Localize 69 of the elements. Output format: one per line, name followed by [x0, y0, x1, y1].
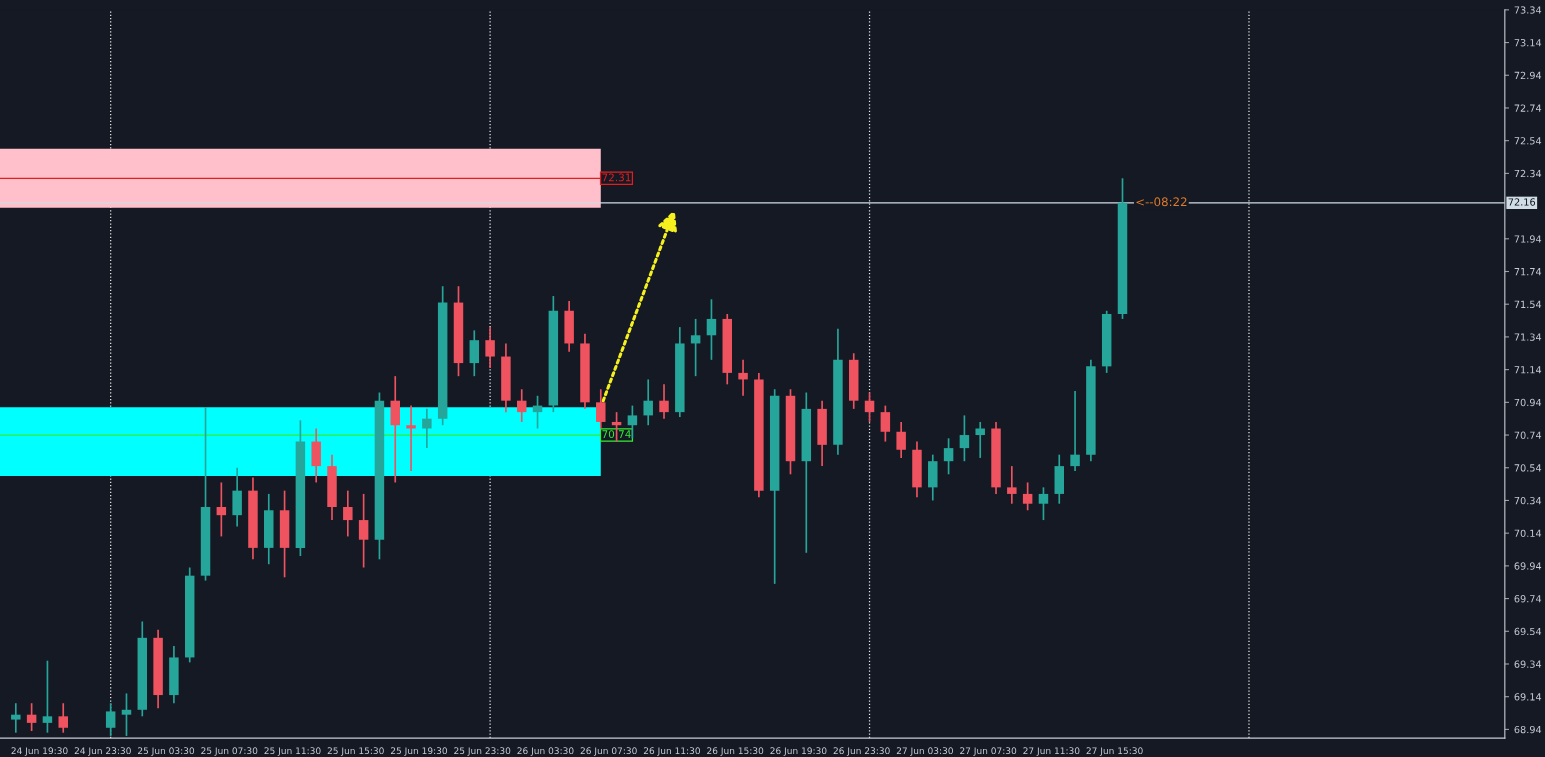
annotation: <--08:22 — [1136, 197, 1187, 207]
x-tick-label: 26 Jun 19:30 — [770, 747, 827, 756]
candlestick — [358, 493, 369, 569]
candlestick — [643, 378, 653, 427]
x-tick-label: 26 Jun 15:30 — [707, 747, 764, 756]
candlestick — [343, 489, 353, 538]
candlestick — [596, 388, 606, 430]
x-tick-label: 25 Jun 11:30 — [264, 747, 321, 756]
candlestick — [121, 692, 132, 737]
candlestick — [105, 702, 116, 737]
y-tick-label: 71.54 — [1514, 300, 1542, 309]
candlestick — [406, 404, 416, 472]
y-tick-label: 70.54 — [1514, 464, 1542, 472]
x-tick-label: 25 Jun 19:30 — [390, 747, 448, 756]
x-tick-label: 26 Jun 11:30 — [643, 747, 700, 756]
y-tick-label: 72.94 — [1514, 71, 1542, 80]
y-tick-label: 71.14 — [1514, 366, 1542, 374]
y-tick-label: 69.54 — [1514, 627, 1542, 636]
y-tick-label: 69.14 — [1514, 693, 1542, 701]
ref-line-label: 72.16 — [1508, 198, 1536, 206]
y-tick-label: 71.74 — [1514, 268, 1542, 276]
candlestick — [422, 408, 432, 449]
candlestick — [659, 383, 669, 420]
candlestick — [1070, 390, 1080, 472]
candlestick — [690, 318, 701, 378]
x-tick-label: 25 Jun 03:30 — [137, 747, 195, 756]
annotation: 72.31 — [602, 173, 631, 182]
candlestick — [485, 326, 495, 369]
y-tick-label: 73.34 — [1514, 6, 1542, 14]
candlestick — [1022, 481, 1033, 512]
candlestick — [469, 329, 480, 378]
y-tick-label: 70.34 — [1514, 496, 1542, 505]
candlestick — [516, 388, 527, 423]
x-tick-label: 27 Jun 15:30 — [1086, 747, 1143, 756]
y-tick-label: 68.94 — [1514, 725, 1542, 734]
x-tick-label: 24 Jun 23:30 — [74, 747, 131, 756]
candlestick — [896, 421, 906, 459]
x-tick-label: 27 Jun 11:30 — [1023, 747, 1080, 756]
candlestick — [975, 421, 985, 459]
y-tick-label: 70.94 — [1514, 398, 1542, 407]
x-tick-label: 26 Jun 07:30 — [580, 747, 637, 756]
candlestick — [864, 391, 875, 423]
x-tick-label: 24 Jun 19:30 — [11, 747, 68, 756]
y-tick-label: 72.34 — [1514, 169, 1542, 178]
candlestick — [880, 404, 891, 443]
x-tick-label: 27 Jun 03:30 — [896, 747, 953, 756]
y-tick-label: 69.34 — [1514, 660, 1542, 668]
candlestick — [1038, 486, 1049, 521]
candlestick — [216, 481, 227, 538]
candlestick — [959, 414, 970, 463]
y-tick-label: 71.94 — [1514, 235, 1542, 243]
candlestick — [706, 298, 717, 361]
y-tick-label: 69.74 — [1514, 595, 1542, 603]
candlestick — [1007, 465, 1017, 505]
x-tick-label: 25 Jun 07:30 — [201, 747, 258, 756]
x-tick-label: 25 Jun 15:30 — [327, 747, 384, 756]
y-tick-label: 70.14 — [1514, 529, 1542, 537]
x-tick-label: 26 Jun 23:30 — [833, 747, 890, 756]
candlestick — [943, 437, 954, 476]
candlestick — [738, 358, 748, 397]
y-tick-label: 71.34 — [1514, 333, 1542, 341]
y-tick-label: 72.54 — [1514, 137, 1542, 145]
x-tick-label: 26 Jun 03:30 — [517, 747, 574, 756]
y-tick-label: 70.74 — [1514, 431, 1542, 439]
x-tick-label: 27 Jun 07:30 — [960, 747, 1017, 756]
x-tick-label: 25 Jun 23:30 — [454, 747, 511, 756]
y-tick-label: 73.14 — [1514, 39, 1542, 47]
y-tick-label: 69.94 — [1514, 562, 1542, 570]
y-tick-label: 72.74 — [1514, 104, 1542, 112]
